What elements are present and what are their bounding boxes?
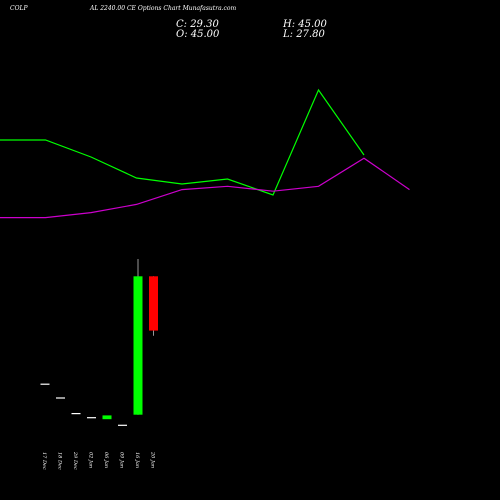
low-value: L: 27.80 <box>283 29 325 40</box>
x-tick-label: 09 Jan <box>119 452 125 468</box>
close-value: C: 29.30 <box>176 19 219 30</box>
chart-subtitle: AL 2240.00 CE Options Chart Munafasutra.… <box>90 5 237 12</box>
upper-line-series <box>0 88 365 196</box>
x-tick-label: 17 Dec <box>41 452 47 470</box>
open-value: O: 45.00 <box>176 29 220 40</box>
symbol-label: COLP <box>10 5 28 12</box>
x-tick-label: 29 Dec <box>72 451 78 470</box>
lower-line-series <box>0 157 410 219</box>
candle-body <box>87 417 96 419</box>
x-tick-label: 18 Dec <box>57 452 63 470</box>
candle-body <box>102 415 112 420</box>
candle-body <box>149 276 158 331</box>
candle-body <box>118 424 127 426</box>
candle-body <box>40 383 50 385</box>
x-tick-label: 16 Jan <box>134 452 140 468</box>
x-tick-label: 02 Jan <box>88 452 94 468</box>
candle-body <box>71 413 81 415</box>
x-tick-label: 20 Jan <box>150 451 156 468</box>
high-value: H: 45.00 <box>283 19 327 30</box>
candle-body <box>133 276 143 415</box>
candle-body <box>56 397 65 399</box>
x-tick-label: 06 Jan <box>103 452 109 468</box>
